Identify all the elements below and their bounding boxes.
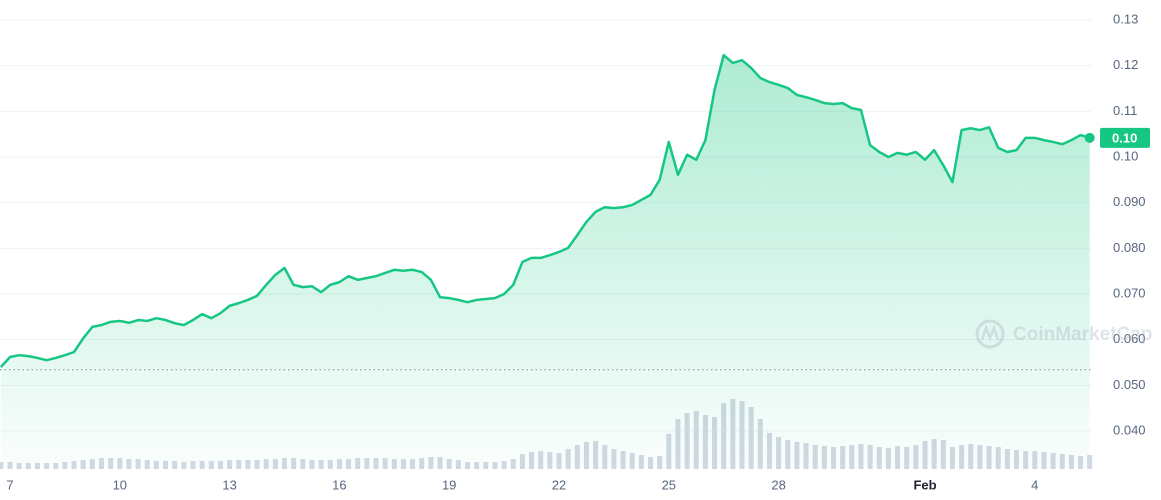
y-tick-label: 0.13 (1113, 11, 1138, 26)
x-tick-label: 28 (771, 477, 785, 492)
x-tick-label: 25 (662, 477, 676, 492)
y-tick-label: 0.040 (1113, 422, 1146, 437)
watermark-logo (975, 319, 1005, 349)
y-tick-label: 0.12 (1113, 57, 1138, 72)
x-tick-label: 4 (1031, 477, 1038, 492)
y-tick-label: 0.090 (1113, 194, 1146, 209)
price-tag-box (1100, 127, 1150, 148)
y-tick-label: 0.060 (1113, 331, 1146, 346)
y-tick-label: 0.070 (1113, 285, 1146, 300)
x-tick-label: 10 (113, 477, 127, 492)
last-point (1084, 132, 1095, 143)
y-tick-label: 0.11 (1113, 103, 1137, 118)
x-tick-label: 22 (552, 477, 566, 492)
watermark: CoinMarketCap (975, 319, 1152, 349)
price-line (0, 53, 1091, 368)
y-tick-label: 0.10 (1113, 148, 1138, 163)
x-tick-label: 16 (332, 477, 346, 492)
y-tick-label: 0.050 (1113, 377, 1146, 392)
watermark-text: CoinMarketCap (1013, 324, 1152, 345)
x-tick-label: 7 (6, 477, 13, 492)
area-fill (0, 55, 1090, 469)
x-tick-label: 13 (222, 477, 236, 492)
x-tick-label: Feb (913, 477, 936, 492)
y-tick-label: 0.080 (1113, 240, 1146, 255)
watermark-logo-mark (980, 324, 1000, 342)
price-tag: 0.10 (1112, 130, 1137, 145)
x-tick-label: 19 (442, 477, 456, 492)
